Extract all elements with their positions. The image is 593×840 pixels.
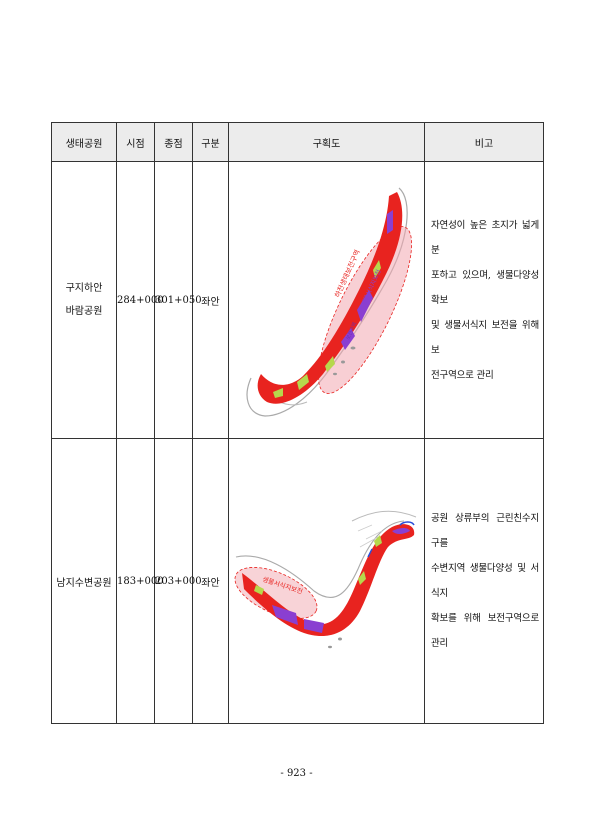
table-row: 구지하안 바람공원 284+000 301+050 좌안 [51,161,544,439]
ecological-park-table: 생태공원 시점 종점 구분 구획도 비고 구지하안 바람공원 284+000 3… [51,122,544,724]
header-end: 종점 [154,122,193,162]
park-name-line: 바람공원 [65,306,103,317]
note-cell: 공원 상류부의 근린친수지구를 수변지역 생물다양성 및 서식지 확보를 위해 … [424,438,544,724]
note-line: 수변지역 생물다양성 및 서식지 [431,563,539,599]
header-map: 구획도 [228,122,425,162]
zoning-map-namji: 생물서식지보전 [234,510,416,649]
end-cell: 203+000 [154,438,202,724]
start-cell: 284+000 [116,161,164,439]
note-line: 포하고 있으며, 생물다양성 확보 [431,269,539,306]
end-cell: 301+050 [154,161,202,439]
note-line: 자연성이 높은 초지가 넓게 분 [431,219,539,256]
header-side: 구분 [192,122,229,162]
start-cell: 183+000 [116,438,164,724]
side-cell: 좌안 [192,161,229,439]
note-line: 확보를 위해 보전구역으로 관리 [431,613,539,649]
zoning-map-gujiha: 하천생태보전구역 생물서식지보전 보전구역 [246,187,412,417]
table-row: 남지수변공원 183+000 203+000 좌안 [51,438,544,724]
table-header-row: 생태공원 시점 종점 구분 구획도 비고 [51,122,544,162]
note-line: 및 생물서식지 보전을 위해 보 [431,319,539,356]
map-cell: 하천생태보전구역 생물서식지보전 보전구역 [228,161,425,439]
map-cell: 생물서식지보전 [228,438,425,724]
park-name-line: 구지하안 [65,283,103,294]
header-start: 시점 [116,122,155,162]
park-name-cell: 구지하안 바람공원 [51,161,117,439]
note-line: 공원 상류부의 근린친수지구를 [431,513,539,549]
note-cell: 자연성이 높은 초지가 넓게 분 포하고 있으며, 생물다양성 확보 및 생물서… [424,161,544,439]
park-name-cell: 남지수변공원 [51,438,117,724]
header-park: 생태공원 [51,122,117,162]
note-line: 전구역으로 관리 [431,369,494,381]
header-note: 비고 [424,122,544,162]
page-number: - 923 - [280,768,313,779]
